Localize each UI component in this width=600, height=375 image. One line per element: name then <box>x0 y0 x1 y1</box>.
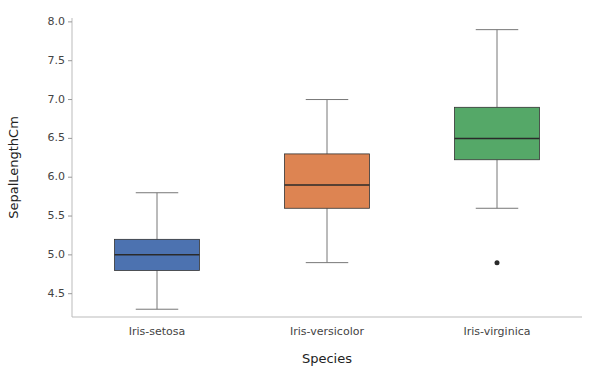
y-tick <box>68 21 72 22</box>
y-tick-label: 6.0 <box>48 170 66 183</box>
y-tick <box>68 99 72 100</box>
y-tick-label: 5.5 <box>48 209 66 222</box>
x-tick-label: Iris-versicolor <box>290 325 364 338</box>
cap-high <box>136 192 179 193</box>
y-tick-label: 7.0 <box>48 93 66 106</box>
chart-container: 4.5 5.0 5.5 6.0 6.5 7.0 7.5 8.0 Iris-setosa Iris-… <box>0 0 600 375</box>
x-tick-label: Iris-virginica <box>464 325 531 338</box>
y-axis-label: SepalLengthCm <box>6 116 21 219</box>
y-tick <box>68 216 72 217</box>
whisker-high <box>497 30 498 108</box>
median <box>285 184 370 186</box>
cap-low <box>136 309 179 310</box>
x-axis-line <box>72 317 582 318</box>
y-tick <box>68 138 72 139</box>
cap-high <box>306 99 349 100</box>
y-tick-label: 4.5 <box>48 287 66 300</box>
whisker-low <box>157 270 158 309</box>
y-tick-label: 7.5 <box>48 54 66 67</box>
box-group <box>455 30 540 265</box>
x-axis-label: Species <box>302 351 352 366</box>
box <box>285 154 370 208</box>
y-tick <box>68 254 72 255</box>
cap-low <box>476 208 519 209</box>
y-tick <box>68 60 72 61</box>
cap-low <box>306 262 349 263</box>
box-group <box>115 193 200 309</box>
y-tick-label: 8.0 <box>48 15 66 28</box>
chart-svg: 4.5 5.0 5.5 6.0 6.5 7.0 7.5 8.0 Iris-setosa Iris-… <box>0 0 600 375</box>
box <box>455 107 540 159</box>
whisker-low <box>497 160 498 209</box>
cap-high <box>476 29 519 30</box>
y-tick <box>68 293 72 294</box>
y-tick-label: 5.0 <box>48 248 66 261</box>
flier <box>495 260 500 265</box>
whisker-high <box>157 193 158 240</box>
box-group <box>285 100 370 263</box>
y-tick <box>68 177 72 178</box>
x-tick-label: Iris-setosa <box>129 325 186 338</box>
box <box>115 239 200 270</box>
marks <box>115 30 540 310</box>
median <box>115 254 200 256</box>
y-tick-label: 6.5 <box>48 131 66 144</box>
y-axis-line <box>72 18 73 317</box>
median <box>455 138 540 140</box>
whisker-low <box>327 208 328 262</box>
whisker-high <box>327 100 328 154</box>
